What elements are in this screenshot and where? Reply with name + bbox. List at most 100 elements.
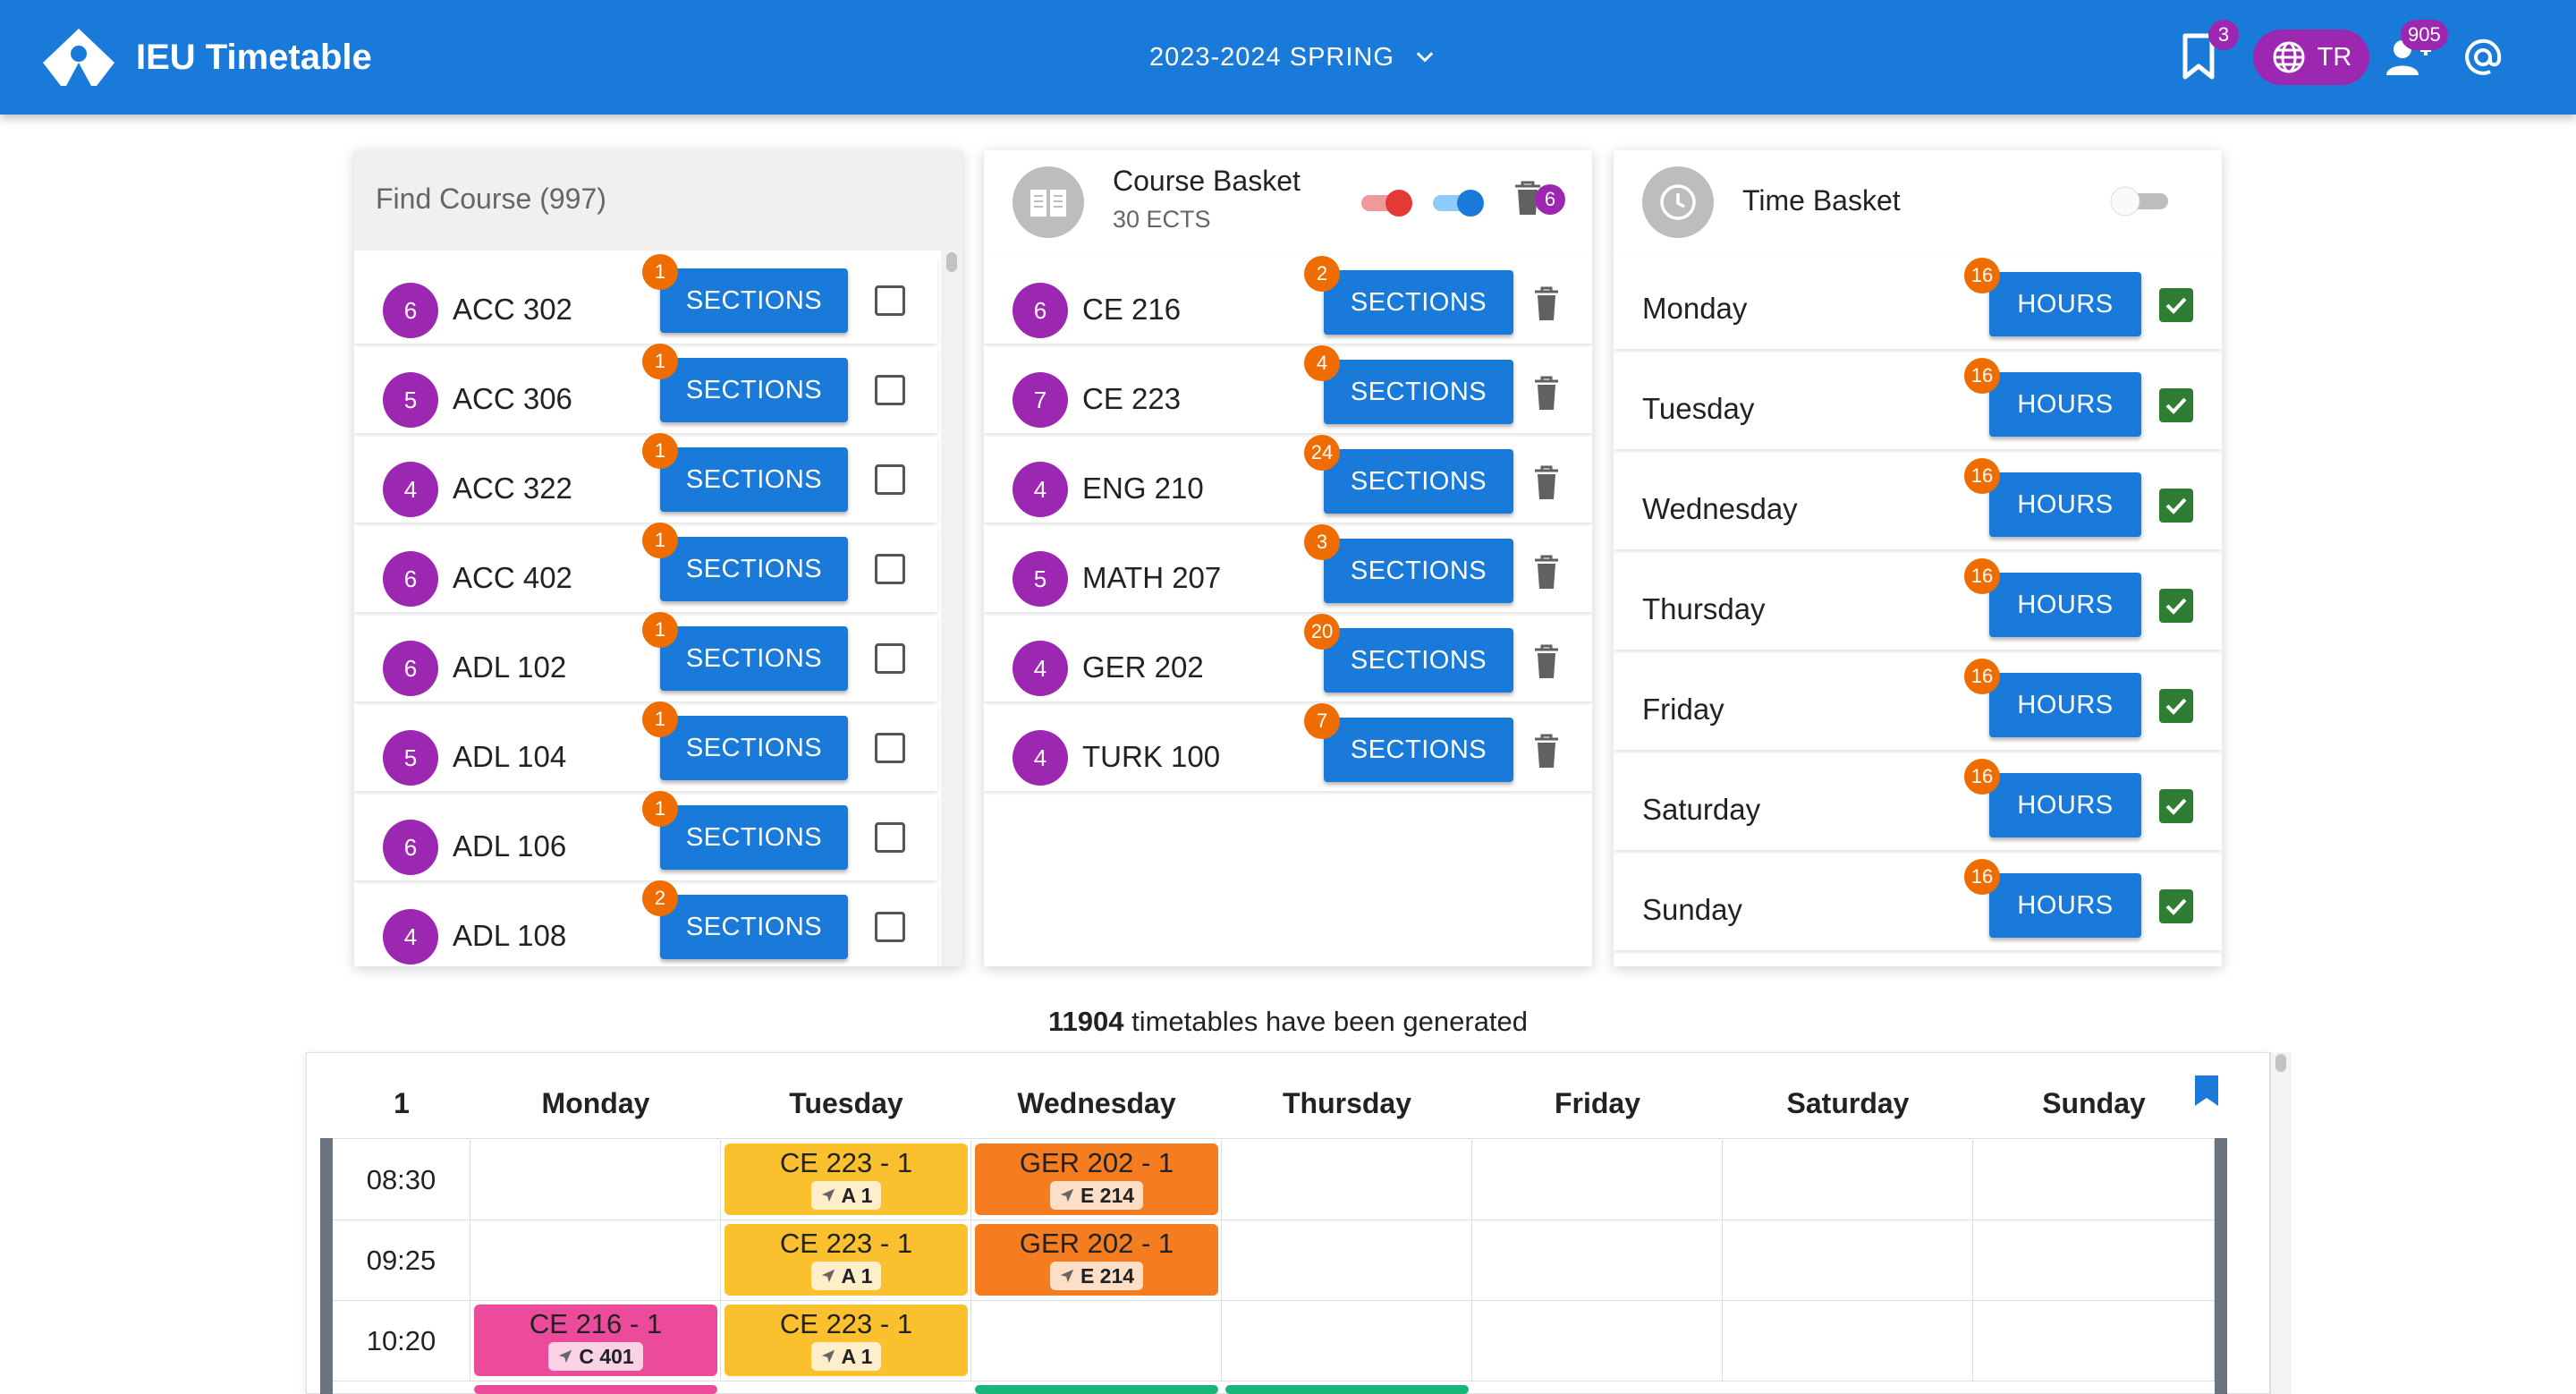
time-day-row[interactable]: Monday HOURS 16	[1614, 256, 2222, 349]
course-checkbox[interactable]	[875, 464, 905, 495]
course-block-partial[interactable]	[474, 1385, 717, 1394]
hours-button[interactable]: HOURS	[1989, 573, 2141, 637]
basket-course-row[interactable]: 7 CE 223 SECTIONS 4	[984, 345, 1592, 433]
sections-button[interactable]: SECTIONS	[1324, 539, 1513, 603]
sections-button[interactable]: SECTIONS	[660, 447, 848, 512]
course-checkbox[interactable]	[875, 733, 905, 763]
day-checkbox[interactable]	[2159, 889, 2193, 923]
hours-button[interactable]: HOURS	[1989, 773, 2141, 837]
day-checkbox[interactable]	[2159, 388, 2193, 422]
find-course-input[interactable]: Find Course (997)	[376, 183, 606, 215]
timetable-scrollbar[interactable]	[2270, 1052, 2292, 1394]
course-block[interactable]: CE 216 - 1 C 401	[474, 1305, 717, 1376]
course-checkbox[interactable]	[875, 554, 905, 584]
course-block-partial[interactable]	[975, 1385, 1218, 1394]
course-checkbox[interactable]	[875, 643, 905, 674]
basket-course-row[interactable]: 6 CE 216 SECTIONS 2	[984, 256, 1592, 344]
timetable-cell[interactable]	[1472, 1301, 1723, 1381]
app-title[interactable]: IEU Timetable	[136, 38, 372, 77]
timetable-cell[interactable]	[971, 1220, 1222, 1301]
find-course-scroll-thumb[interactable]	[946, 252, 957, 272]
time-day-row[interactable]: Saturday HOURS 16	[1614, 757, 2222, 850]
timetable-cell[interactable]	[1973, 1301, 2215, 1381]
sections-button[interactable]: SECTIONS	[660, 358, 848, 422]
basket-course-row[interactable]: 4 GER 202 SECTIONS 20	[984, 614, 1592, 701]
timetable-cell[interactable]	[1723, 1220, 1973, 1301]
time-day-row[interactable]: Thursday HOURS 16	[1614, 557, 2222, 650]
find-course-row[interactable]: 4 ACC 322 SECTIONS 1	[354, 433, 937, 523]
bookmark-icon[interactable]	[2181, 32, 2216, 82]
timetable-cell[interactable]	[470, 1140, 721, 1220]
trash-icon[interactable]	[1533, 465, 1560, 501]
time-day-row[interactable]: Friday HOURS 16	[1614, 657, 2222, 750]
basket-course-row[interactable]: 5 MATH 207 SECTIONS 3	[984, 524, 1592, 612]
course-block[interactable]: GER 202 - 1 E 214	[975, 1143, 1218, 1215]
timetable-cell[interactable]	[721, 1301, 971, 1381]
toggle-red[interactable]	[1360, 186, 1417, 218]
find-course-search[interactable]: Find Course (997)	[354, 150, 962, 251]
course-checkbox[interactable]	[875, 375, 905, 405]
sections-button[interactable]: SECTIONS	[1324, 360, 1513, 424]
sections-button[interactable]: SECTIONS	[1324, 718, 1513, 782]
course-checkbox[interactable]	[875, 912, 905, 942]
language-toggle[interactable]: TR	[2253, 30, 2369, 85]
course-checkbox[interactable]	[875, 285, 905, 316]
timetable-cell[interactable]	[1222, 1301, 1472, 1381]
save-bookmark-icon[interactable]	[2193, 1074, 2220, 1108]
sections-button[interactable]: SECTIONS	[660, 805, 848, 870]
timetable-cell[interactable]	[470, 1301, 721, 1381]
timetable-cell[interactable]	[1472, 1140, 1723, 1220]
course-block[interactable]: CE 223 - 1 A 1	[724, 1224, 968, 1296]
hours-button[interactable]: HOURS	[1989, 873, 2141, 938]
at-icon[interactable]	[2463, 38, 2503, 77]
find-course-row[interactable]: 4 ADL 108 SECTIONS 2	[354, 880, 937, 966]
hours-button[interactable]: HOURS	[1989, 272, 2141, 336]
day-checkbox[interactable]	[2159, 288, 2193, 322]
hours-button[interactable]: HOURS	[1989, 372, 2141, 437]
find-course-row[interactable]: 6 ADL 102 SECTIONS 1	[354, 612, 937, 701]
timetable-cell[interactable]	[1723, 1301, 1973, 1381]
day-checkbox[interactable]	[2159, 489, 2193, 523]
timetable-cell[interactable]	[1973, 1140, 2215, 1220]
trash-icon[interactable]	[1533, 555, 1560, 591]
sections-button[interactable]: SECTIONS	[660, 895, 848, 959]
sections-button[interactable]: SECTIONS	[1324, 270, 1513, 335]
time-day-row[interactable]: Tuesday HOURS 16	[1614, 356, 2222, 449]
semester-select[interactable]: 2023-2024 SPRING	[1149, 39, 1437, 75]
hours-button[interactable]: HOURS	[1989, 673, 2141, 737]
trash-icon[interactable]	[1533, 286, 1560, 322]
find-course-row[interactable]: 6 ACC 402 SECTIONS 1	[354, 523, 937, 612]
day-checkbox[interactable]	[2159, 689, 2193, 723]
sections-button[interactable]: SECTIONS	[660, 626, 848, 691]
day-checkbox[interactable]	[2159, 589, 2193, 623]
sections-button[interactable]: SECTIONS	[660, 716, 848, 780]
course-block[interactable]: GER 202 - 1 E 214	[975, 1224, 1218, 1296]
sections-button[interactable]: SECTIONS	[1324, 449, 1513, 514]
timetable-cell[interactable]	[1222, 1220, 1472, 1301]
course-checkbox[interactable]	[875, 822, 905, 853]
trash-icon[interactable]	[1533, 734, 1560, 769]
sections-button[interactable]: SECTIONS	[1324, 628, 1513, 693]
time-day-row[interactable]: Wednesday HOURS 16	[1614, 456, 2222, 549]
basket-course-row[interactable]: 4 TURK 100 SECTIONS 7	[984, 703, 1592, 791]
course-block[interactable]: CE 223 - 1 A 1	[724, 1143, 968, 1215]
timetable-cell[interactable]	[971, 1301, 1222, 1381]
timetable-cell[interactable]	[721, 1220, 971, 1301]
logo-icon[interactable]	[41, 27, 116, 88]
day-checkbox[interactable]	[2159, 789, 2193, 823]
timetable-cell[interactable]	[1472, 1220, 1723, 1301]
sections-button[interactable]: SECTIONS	[660, 268, 848, 333]
timetable-cell[interactable]	[971, 1140, 1222, 1220]
course-block-partial[interactable]	[1225, 1385, 1469, 1394]
find-course-scrollbar[interactable]	[941, 251, 962, 966]
find-course-row[interactable]: 5 ACC 306 SECTIONS 1	[354, 344, 937, 433]
clear-basket-trash-icon[interactable]	[1513, 181, 1542, 217]
toggle-blue[interactable]	[1431, 186, 1488, 218]
timetable-cell[interactable]	[721, 1140, 971, 1220]
hours-button[interactable]: HOURS	[1989, 472, 2141, 537]
basket-course-row[interactable]: 4 ENG 210 SECTIONS 24	[984, 435, 1592, 523]
timetable-cell[interactable]	[1723, 1140, 1973, 1220]
trash-icon[interactable]	[1533, 376, 1560, 412]
timetable-scroll-thumb[interactable]	[2275, 1054, 2286, 1072]
timetable-cell[interactable]	[470, 1220, 721, 1301]
